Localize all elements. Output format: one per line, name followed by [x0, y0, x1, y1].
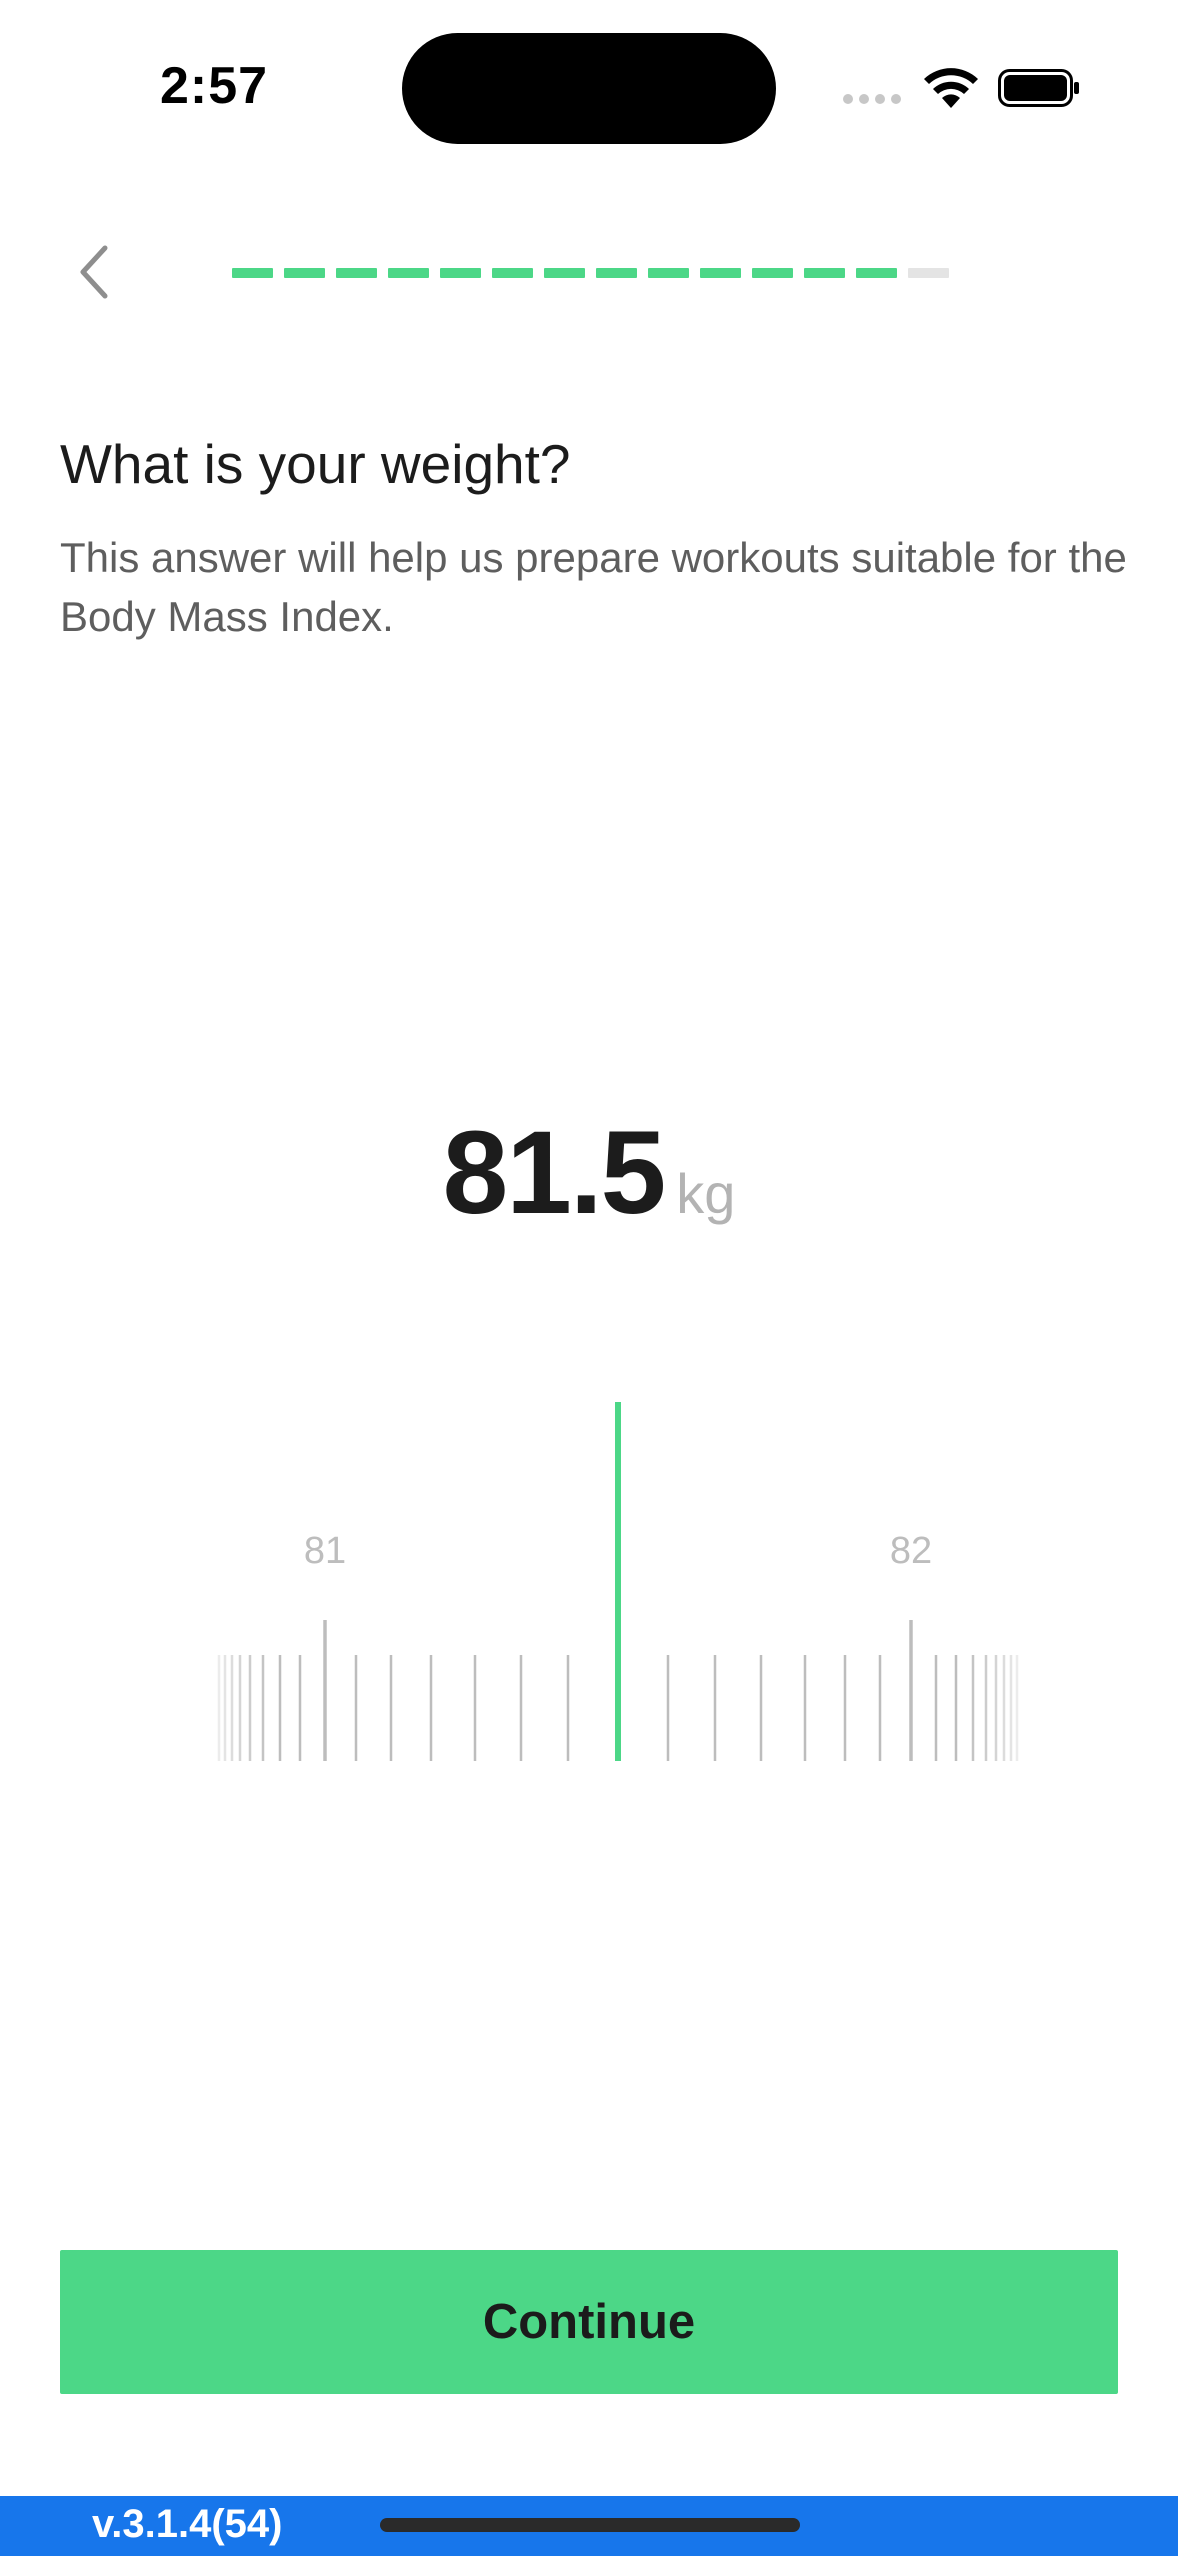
continue-button[interactable]: Continue	[60, 2250, 1118, 2394]
version-label: v.3.1.4(54)	[92, 2502, 283, 2546]
back-button[interactable]	[58, 232, 128, 312]
cellular-dots-icon	[843, 94, 901, 104]
status-time: 2:57	[160, 57, 269, 115]
question-subtitle: This answer will help us prepare workout…	[60, 534, 1127, 640]
progress-segment	[336, 268, 377, 278]
progress-segment	[648, 268, 689, 278]
progress-segment	[492, 268, 533, 278]
dynamic-island	[402, 33, 776, 144]
battery-icon	[998, 69, 1079, 107]
progress-segment	[284, 268, 325, 278]
progress-segment	[752, 268, 793, 278]
weight-ruler-picker[interactable]: 81 82	[0, 1380, 1178, 1780]
home-indicator[interactable]	[380, 2518, 800, 2532]
progress-segment	[700, 268, 741, 278]
weight-unit: kg	[676, 1162, 736, 1225]
progress-segment	[544, 268, 585, 278]
progress-segment	[596, 268, 637, 278]
progress-segment	[388, 268, 429, 278]
weight-value: 81.5	[442, 1107, 667, 1239]
ruler-label: 81	[304, 1530, 346, 1572]
question-title: What is your weight?	[60, 433, 571, 495]
weight-readout: 81.5 kg	[0, 1105, 1178, 1241]
progress-segment	[440, 268, 481, 278]
ruler-label: 82	[890, 1530, 932, 1572]
progress-segment	[232, 268, 273, 278]
step-progress-bar	[232, 268, 949, 278]
progress-segment	[804, 268, 845, 278]
wifi-icon	[924, 68, 978, 108]
progress-segment	[908, 268, 949, 278]
progress-segment	[856, 268, 897, 278]
chevron-left-icon	[80, 245, 108, 299]
